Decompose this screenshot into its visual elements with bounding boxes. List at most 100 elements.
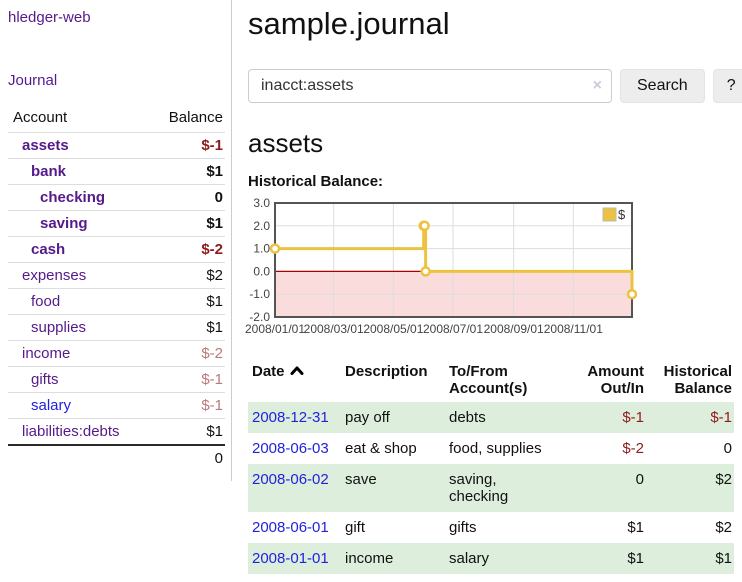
register-date-cell: 2008-01-01	[248, 543, 345, 574]
sidebar-account-link[interactable]: saving	[40, 215, 88, 232]
register-description: gift	[345, 519, 366, 536]
x-tick-label: 2008/07/01	[423, 322, 483, 336]
account-name-cell: income	[8, 340, 149, 367]
register-date-link[interactable]: 2008-06-02	[252, 471, 329, 488]
search-field-wrap: ×	[248, 69, 612, 103]
account-balance: $-2	[148, 340, 225, 367]
balance-chart-svg: 3.0 2.0 1.0 0.0 -1.0 -2.02008/01/012008/03/01…	[245, 196, 638, 336]
accounts-col-balance: Balance	[168, 109, 223, 126]
y-tick-label: 1.0	[253, 242, 270, 256]
register-balance: 0	[723, 440, 732, 457]
sidebar-account-link[interactable]: supplies	[31, 319, 87, 336]
account-row: bank $1	[8, 158, 225, 185]
account-row: food $1	[8, 288, 225, 315]
account-row: checking 0	[8, 184, 225, 211]
register-col-accounts: To/From Account(s)	[449, 363, 528, 397]
register-amount: $1	[627, 550, 644, 567]
register-row: 2008-06-03 eat & shop food, supplies $-2 0	[248, 433, 734, 464]
register-date-link[interactable]: 2008-12-31	[252, 409, 329, 426]
account-name-cell: saving	[8, 210, 149, 237]
account-name-cell: gifts	[8, 366, 149, 393]
register-col-balance: Historical Balance	[663, 363, 732, 397]
account-row: expenses $2	[8, 262, 225, 289]
account-balance: 0	[148, 184, 225, 211]
sidebar-account-link[interactable]: gifts	[31, 371, 59, 388]
sidebar-account-link[interactable]: liabilities:debts	[22, 423, 120, 440]
sidebar-account-link[interactable]: assets	[22, 137, 69, 154]
account-name-cell: bank	[8, 158, 149, 185]
register-date-link[interactable]: 2008-06-03	[252, 440, 329, 457]
accounts-header-row: Account Balance	[8, 106, 225, 133]
sidebar-account-link[interactable]: food	[31, 293, 61, 310]
register-accounts: saving, checking	[449, 471, 509, 505]
search-button[interactable]: Search	[620, 69, 705, 103]
clear-search-icon[interactable]: ×	[592, 77, 602, 94]
sidebar-account-link[interactable]: cash	[31, 241, 66, 258]
register-amount: $1	[627, 519, 644, 536]
y-tick-label: 0.0	[253, 264, 270, 278]
register-row: 2008-06-01 gift gifts $1 $2	[248, 512, 734, 543]
register-date-link[interactable]: 2008-06-01	[252, 519, 329, 536]
account-balance: $2	[148, 262, 225, 289]
account-row: salary $-1	[8, 392, 225, 419]
x-tick-label: 2008/11/01	[544, 322, 603, 336]
register-date-cell: 2008-06-03	[248, 433, 345, 464]
data-point-marker	[626, 288, 638, 300]
register-amount: $-1	[622, 409, 644, 426]
sort-ascending-icon	[290, 366, 304, 375]
accounts-col-account: Account	[13, 109, 68, 126]
account-name-cell: assets	[8, 132, 149, 159]
register-col-date[interactable]: Date	[248, 359, 345, 402]
account-name-cell: checking	[8, 184, 149, 211]
account-balance: $-1	[148, 366, 225, 393]
register-amount: $-2	[622, 440, 644, 457]
sidebar-account-link[interactable]: bank	[31, 163, 67, 180]
help-button[interactable]: ?	[712, 69, 742, 103]
register-balance: $2	[715, 471, 732, 488]
account-name-cell: food	[8, 288, 149, 315]
plot-border	[274, 202, 633, 318]
x-tick-label: 2008/03/01	[304, 322, 364, 336]
page-title: sample.journal	[248, 6, 450, 41]
register-col-amount: Amount Out/In	[587, 363, 644, 397]
account-row: saving $1	[8, 210, 225, 237]
sidebar-account-link[interactable]: expenses	[22, 267, 87, 284]
x-tick-label: 2008/05/01	[363, 322, 423, 336]
register-date-cell: 2008-06-02	[248, 464, 345, 512]
account-balance: $-1	[148, 392, 225, 419]
x-tick-label: 2008/01/01	[245, 322, 305, 336]
account-name-cell: liabilities:debts	[8, 418, 149, 445]
register-row: 2008-12-31 pay off debts $-1 $-1	[248, 402, 734, 433]
register-row: 2008-01-01 income salary $1 $1	[248, 543, 734, 574]
accounts-total-value: 0	[148, 444, 225, 471]
register-date-link[interactable]: 2008-01-01	[252, 550, 329, 567]
account-row: assets $-1	[8, 132, 225, 159]
register-accounts: debts	[449, 409, 486, 426]
search-row: × Search ?	[248, 69, 742, 103]
register-description: save	[345, 471, 377, 488]
register-accounts: food, supplies	[449, 440, 542, 457]
data-point-marker	[269, 243, 281, 254]
sidebar-account-link[interactable]: income	[22, 345, 71, 362]
register-amount: 0	[635, 471, 644, 488]
account-balance: $1	[148, 288, 225, 315]
register-col-date-label: Date	[252, 363, 285, 380]
sidebar-account-link[interactable]: checking	[40, 189, 106, 206]
app-brand-link[interactable]: hledger-web	[8, 9, 91, 26]
register-table: Date Description To/From Account(s) Amou…	[248, 359, 734, 574]
sidebar-account-link[interactable]: salary	[31, 397, 72, 414]
search-input[interactable]	[248, 69, 612, 103]
register-balance: $2	[715, 519, 732, 536]
account-row: gifts $-1	[8, 366, 225, 393]
register-description: eat & shop	[345, 440, 417, 457]
sidebar: hledger-web Journal Account Balance asse…	[0, 0, 232, 481]
y-tick-label: -2.0	[249, 310, 270, 324]
account-balance: $1	[148, 158, 225, 185]
account-balance: $1	[148, 210, 225, 237]
account-heading: assets	[248, 128, 324, 158]
account-name-cell: salary	[8, 392, 149, 419]
sidebar-item-journal[interactable]: Journal	[8, 72, 58, 89]
register-balance: $1	[715, 550, 732, 567]
account-name-cell: cash	[8, 236, 149, 263]
data-point-marker	[420, 266, 431, 277]
